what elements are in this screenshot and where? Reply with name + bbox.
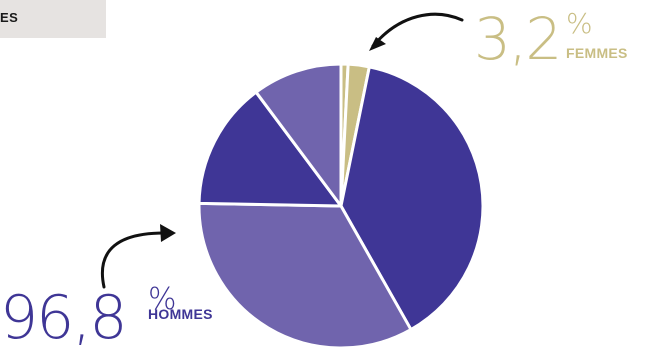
pie-slice-5 [197,90,343,208]
pie-slice-4 [197,201,413,350]
women-arrow [371,12,464,48]
men-percentage-value: 96,8 [0,283,128,353]
header-label: ES [0,10,19,25]
women-percent-sign: % [566,7,593,40]
pie-slice-3 [339,65,485,332]
men-percent-sign: % [148,282,177,317]
header-box: ES [0,0,106,38]
men-arrow [101,231,170,289]
women-arrowhead [369,37,386,51]
men-arrowhead [160,224,176,242]
women-percentage-value: 3,2 [474,5,562,73]
women-label: FEMMES [566,45,628,61]
men-label: HOMMES [148,306,213,322]
pie-slice-6 [254,62,343,208]
pie-slices [197,62,485,350]
